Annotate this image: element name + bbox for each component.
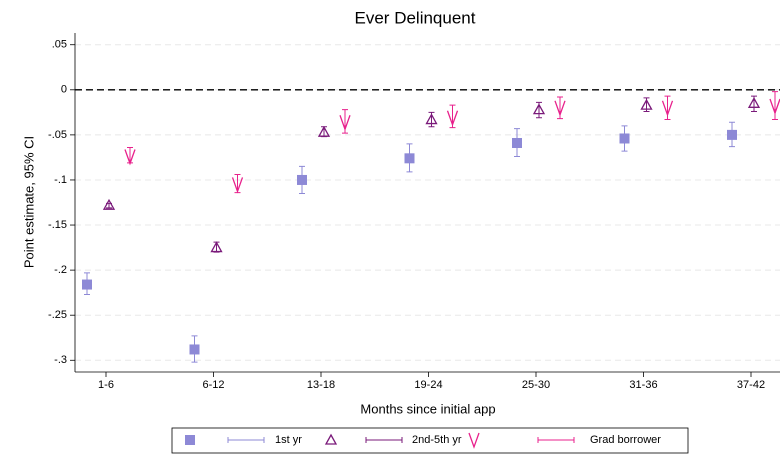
point-marker	[82, 279, 92, 290]
point-marker	[661, 100, 674, 117]
point-marker	[231, 177, 244, 194]
y-tick-label: -.25	[48, 309, 67, 321]
point-marker	[619, 133, 630, 144]
legend-label: Grad borrower	[590, 434, 661, 446]
point-marker	[297, 174, 307, 185]
x-tick-label: 1-6	[98, 379, 114, 391]
point-marker	[640, 98, 653, 110]
legend-line	[227, 437, 265, 443]
chart-title: Ever Delinquent	[355, 8, 476, 27]
point-marker	[727, 129, 737, 140]
point-marker	[210, 241, 223, 253]
error-bar	[127, 147, 133, 164]
legend-marker	[324, 433, 338, 445]
legend-marker	[468, 432, 480, 449]
point-marker	[747, 96, 761, 108]
point-marker	[554, 100, 566, 117]
y-tick-label: -.2	[54, 264, 67, 276]
y-tick-label: .05	[52, 39, 67, 51]
legend-line	[365, 437, 403, 443]
y-axis-label: Point estimate, 95% CI	[21, 136, 36, 268]
x-tick-label: 25-30	[522, 379, 550, 391]
x-tick-label: 37-42	[737, 379, 765, 391]
y-tick-label: -.15	[48, 219, 67, 231]
legend-label: 1st yr	[275, 434, 302, 446]
x-tick-label: 31-36	[629, 379, 657, 391]
x-tick-label: 6-12	[202, 379, 224, 391]
legend-line	[537, 437, 575, 443]
point-marker	[769, 98, 780, 115]
point-marker	[512, 137, 522, 148]
point-marker	[102, 198, 116, 210]
legend-marker	[185, 435, 195, 445]
legend-box	[171, 427, 689, 454]
point-marker	[532, 103, 546, 115]
y-tick-label: -.3	[54, 354, 67, 366]
y-tick-label: 0	[61, 84, 67, 96]
point-marker	[317, 125, 331, 137]
point-marker	[189, 344, 200, 355]
y-tick-label: -.05	[48, 129, 67, 141]
y-tick-label: -.1	[54, 174, 67, 186]
point-marker	[404, 153, 415, 164]
point-marker	[124, 149, 136, 166]
legend-label: 2nd-5th yr	[412, 434, 462, 446]
x-tick-label: 13-18	[307, 379, 335, 391]
x-axis-label: Months since initial app	[360, 401, 495, 416]
point-marker	[425, 113, 438, 125]
x-tick-label: 19-24	[414, 379, 442, 391]
point-marker	[339, 115, 351, 132]
point-marker	[446, 110, 459, 127]
